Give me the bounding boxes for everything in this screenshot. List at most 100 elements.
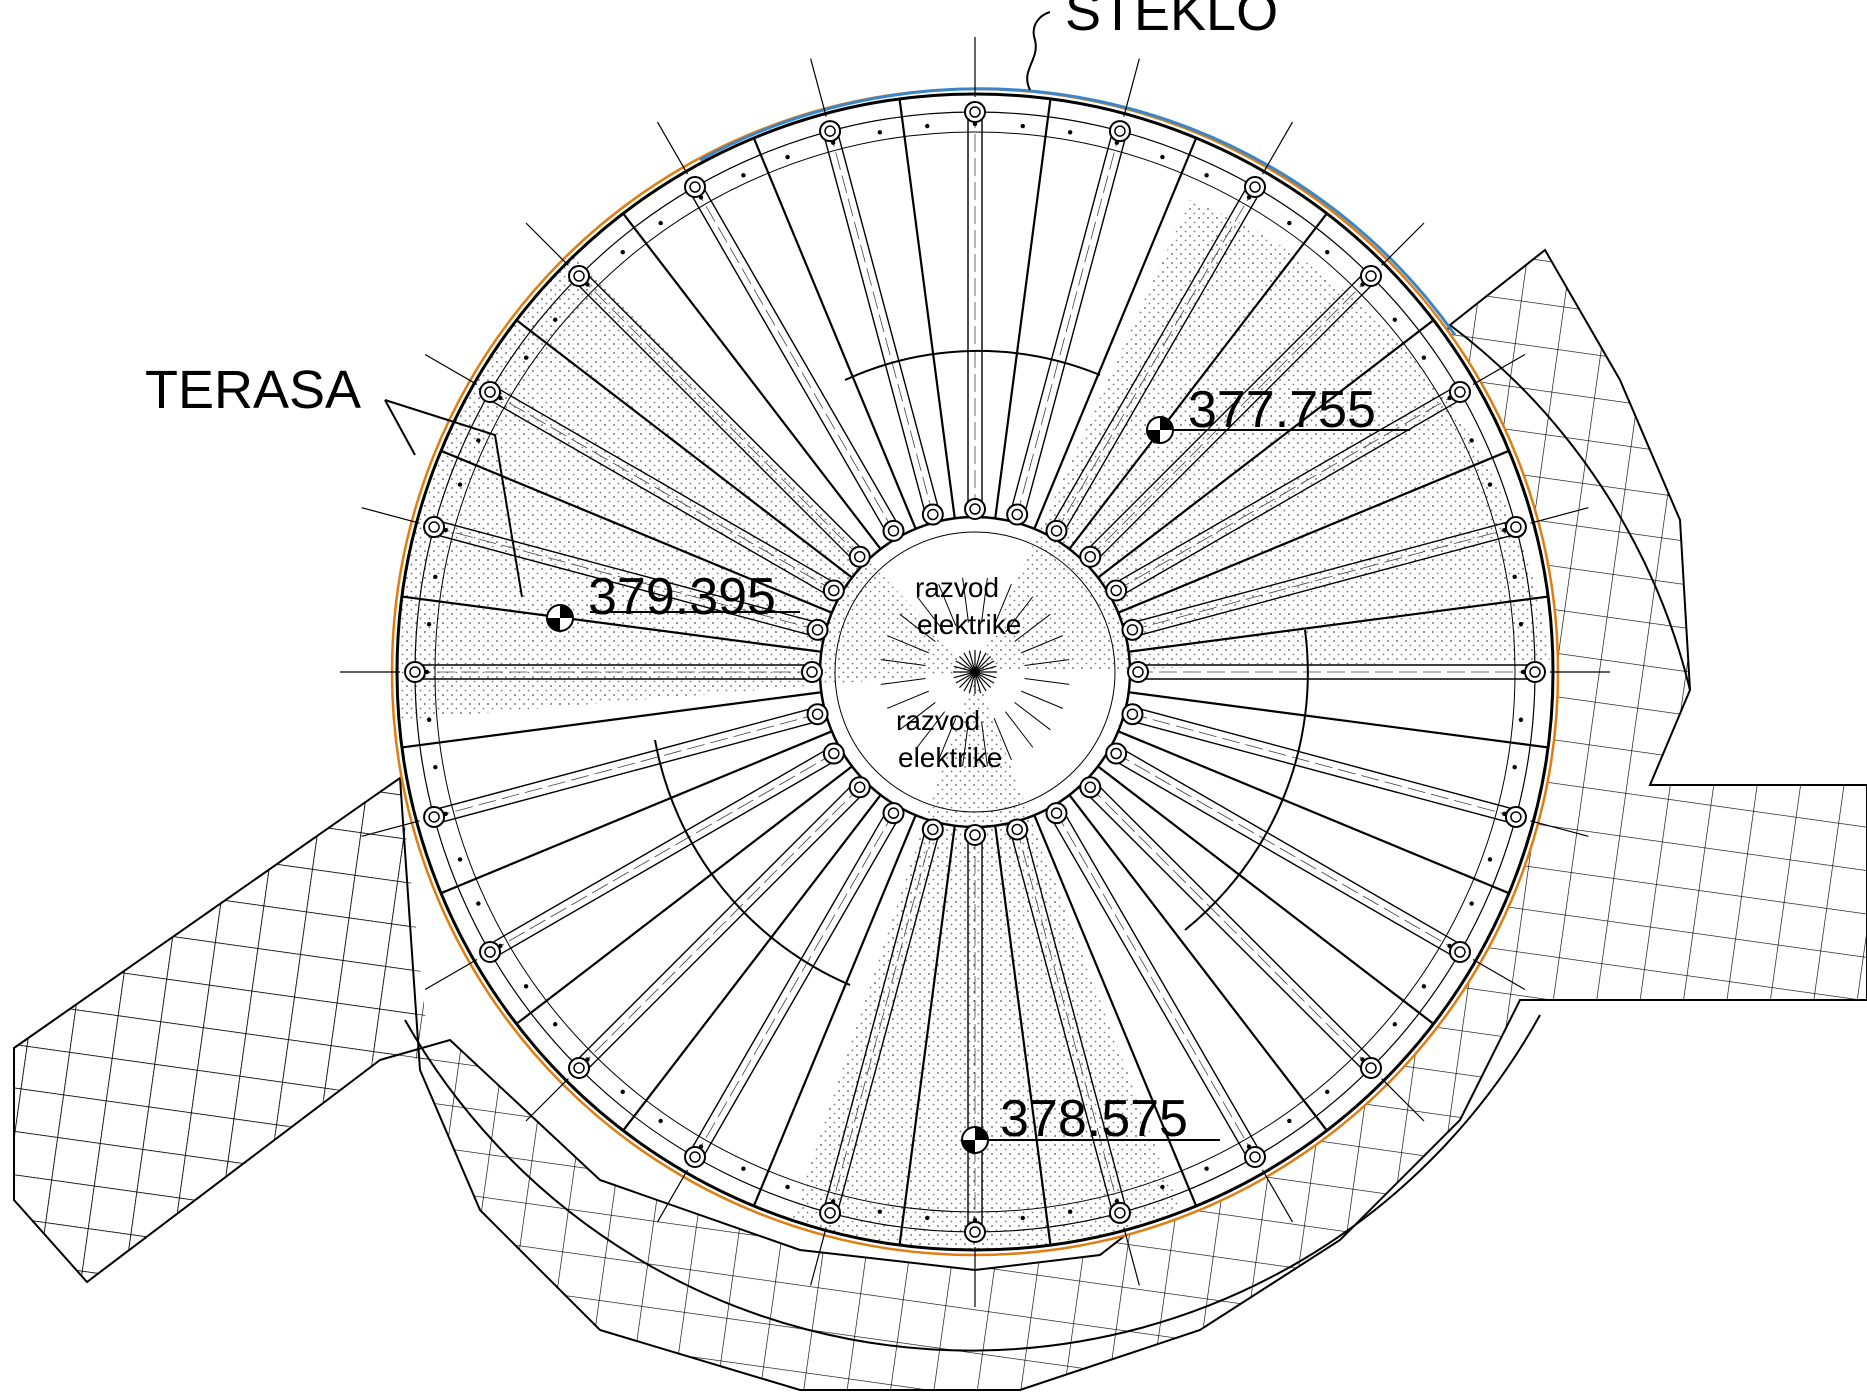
outer-tick <box>810 1227 827 1286</box>
bolt-dot <box>1512 574 1517 580</box>
center-ray <box>963 652 976 673</box>
outer-column-node <box>568 1056 591 1079</box>
bolt-dot <box>585 1057 590 1062</box>
bolt-dot <box>1392 1022 1397 1027</box>
sector-line <box>515 319 853 579</box>
inner-column-node <box>806 618 829 641</box>
sector-line <box>1097 319 1435 579</box>
beam-axis <box>1087 784 1372 1069</box>
inner-tick <box>993 718 1012 760</box>
outer-column-node <box>479 941 502 963</box>
bolt-dot <box>1502 811 1507 817</box>
inner-column-node-core <box>1084 550 1097 563</box>
bolt-dot <box>1160 1184 1165 1190</box>
beam-edge <box>1092 280 1377 565</box>
inner-column-node <box>1105 742 1128 765</box>
bolt-dot <box>1518 717 1524 722</box>
sector-line <box>898 98 956 519</box>
center-ray <box>953 671 976 679</box>
inner-column-node-core <box>828 584 840 597</box>
bolt-dot <box>1502 527 1507 533</box>
inner-tick <box>938 584 957 626</box>
beam-edge <box>1127 519 1515 625</box>
outer-column-node-core <box>409 666 421 678</box>
outer-column-node-core <box>484 946 496 958</box>
bolt-dot <box>1246 1144 1252 1149</box>
inner-column-node-core <box>887 807 900 819</box>
bolt-dot <box>443 527 448 533</box>
outer-tick <box>656 121 689 175</box>
inner-column-node-core <box>1050 807 1063 819</box>
inner-column-node <box>1127 661 1149 683</box>
inner-tick <box>981 577 988 623</box>
bolt-dot <box>1287 1118 1292 1124</box>
bolt-dot <box>1067 1209 1073 1214</box>
beam-edge <box>573 779 858 1064</box>
inner-column-node-core <box>1050 525 1063 537</box>
inner-column-node <box>1121 703 1144 726</box>
inner-column-node-core <box>1011 823 1023 836</box>
bolt-dot <box>925 123 930 129</box>
beam-edge <box>432 533 819 639</box>
bolt-dot <box>1360 282 1365 287</box>
sector-line <box>515 765 853 1025</box>
outer-column-node <box>1524 661 1546 683</box>
outer-tick <box>361 507 420 524</box>
outer-tick <box>1530 820 1589 837</box>
glass-label: STEKLO <box>1065 0 1278 42</box>
inner-tick <box>887 690 929 709</box>
inner-column-node <box>1006 818 1029 841</box>
center-ray <box>974 671 982 694</box>
dimension-arcs <box>654 349 1309 986</box>
outer-column-node <box>819 1201 842 1224</box>
beam-axis <box>1054 186 1256 534</box>
beam-axis <box>1129 713 1517 818</box>
beam-axis <box>489 391 837 593</box>
outer-column-node <box>1448 941 1471 963</box>
beam-edge <box>1092 779 1377 1064</box>
inner-tick <box>938 718 957 760</box>
bolt-dot <box>1469 438 1474 443</box>
beam-axis <box>1087 275 1372 560</box>
outer-column-node <box>819 120 842 143</box>
outer-column-node-core <box>1510 521 1522 533</box>
inner-column-node-core <box>1110 584 1122 597</box>
beam-edge <box>1008 129 1114 516</box>
outer-tick <box>1261 1169 1294 1223</box>
inner-column-node <box>1006 503 1029 526</box>
outer-tick <box>1123 58 1140 117</box>
outer-column-node-core <box>1454 386 1466 398</box>
outer-column-node <box>404 661 426 683</box>
inner-tick <box>880 659 926 666</box>
inner-column-node <box>1079 545 1102 568</box>
bolt-dot <box>620 1089 625 1094</box>
outer-column-node-core <box>428 521 440 533</box>
inner-column-node-core <box>1110 747 1122 760</box>
center-ray <box>959 671 976 688</box>
inner-column-node <box>1045 519 1068 542</box>
inner-column-node <box>1105 579 1128 602</box>
bolt-dot <box>830 140 836 145</box>
bolt-dot <box>1204 1166 1209 1171</box>
center-star <box>880 577 1070 767</box>
bolt-dot <box>1447 943 1452 949</box>
center-ray <box>974 665 997 673</box>
bolt-dot <box>698 1144 704 1149</box>
bolt-dot <box>741 173 746 178</box>
outer-column-node <box>964 1221 986 1243</box>
elevation-marker-upper-right <box>1146 416 1174 444</box>
inner-column-node-core <box>811 624 824 636</box>
inner-column-node-core <box>1126 708 1139 720</box>
beam-edge <box>583 789 868 1074</box>
bolt-dot <box>553 317 558 322</box>
outer-column-node <box>1244 1145 1266 1168</box>
bolt-dot <box>1287 220 1292 226</box>
inner-tick <box>962 721 969 767</box>
center-ray <box>968 671 976 694</box>
sector-line <box>994 825 1052 1246</box>
power-distribution-upper-line1: razvod <box>915 572 999 603</box>
outer-tick <box>1381 222 1425 266</box>
center-ray <box>953 665 976 673</box>
beam-edge <box>486 397 834 599</box>
sector-line <box>1068 794 1328 1132</box>
